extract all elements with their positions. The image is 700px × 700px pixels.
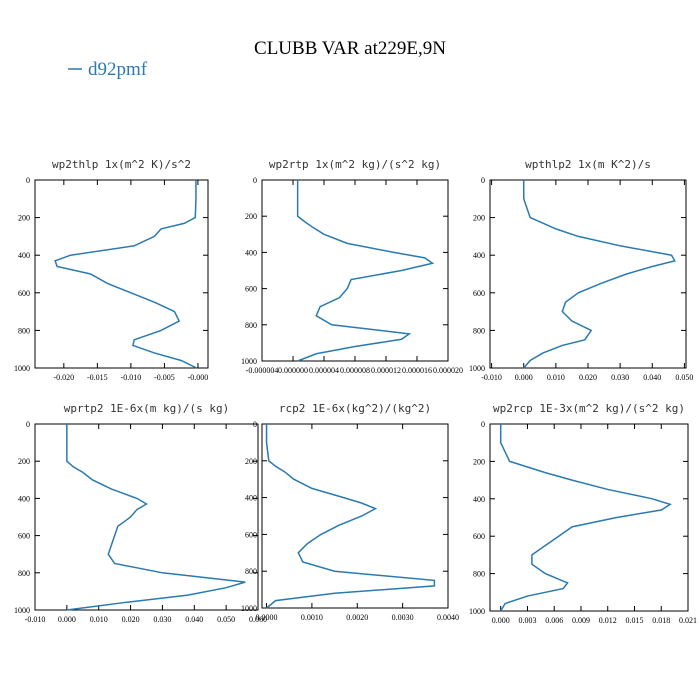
- y-tick-label: 400: [18, 494, 30, 503]
- x-tick-label: -0.010: [481, 373, 502, 382]
- x-tick-label: 0.0020: [346, 613, 368, 622]
- panel-title: rcp2 1E-6x(kg^2)/(kg^2): [279, 402, 431, 415]
- y-tick-label: 0: [253, 176, 257, 185]
- x-tick-label: 0.000004: [309, 366, 339, 375]
- x-tick-label: 0.006: [545, 616, 563, 625]
- y-tick-label: 1000: [241, 604, 257, 613]
- x-tick-label: 0.030: [153, 615, 171, 624]
- y-tick-label: 200: [473, 457, 485, 466]
- x-tick-label: -0.015: [87, 373, 108, 382]
- y-tick-label: 600: [18, 532, 30, 541]
- figure-title: CLUBB VAR at229E,9N: [254, 38, 446, 59]
- x-tick-label: -0.020: [53, 373, 74, 382]
- x-tick-label: 0.012: [599, 616, 617, 625]
- x-tick-label: 0.009: [572, 616, 590, 625]
- y-tick-label: 600: [245, 530, 257, 539]
- y-tick-label: 200: [18, 457, 30, 466]
- panel-title: wpthlp2 1x(m K^2)/s: [525, 158, 651, 171]
- x-tick-label: 0.000020: [433, 366, 463, 375]
- x-tick-label: 0.000: [492, 616, 510, 625]
- y-tick-label: 600: [18, 289, 30, 298]
- x-tick-label: -0.010: [25, 615, 46, 624]
- y-tick-label: 1000: [469, 607, 485, 616]
- x-tick-label: 0.021: [679, 616, 697, 625]
- x-tick-label: 0.040: [185, 615, 203, 624]
- x-tick-label: 0.0040: [437, 613, 459, 622]
- y-tick-label: 400: [245, 494, 257, 503]
- profile-line: [522, 180, 676, 369]
- y-tick-label: 800: [245, 321, 257, 330]
- plot-frame: [261, 179, 449, 362]
- profile-line: [499, 424, 672, 612]
- x-tick-label: -0.000004: [246, 366, 279, 375]
- y-tick-label: 0: [481, 176, 485, 185]
- x-tick-label: 0.020: [122, 615, 140, 624]
- y-tick-label: 200: [245, 212, 257, 221]
- y-tick-label: 800: [245, 567, 257, 576]
- y-tick-label: 400: [245, 248, 257, 257]
- y-tick-label: 0: [253, 420, 257, 429]
- x-tick-label: -0.010: [121, 373, 142, 382]
- y-tick-label: 800: [473, 326, 485, 335]
- x-tick-label: 0.003: [518, 616, 536, 625]
- plot-frame: [489, 179, 687, 369]
- x-tick-label: 0.0010: [301, 613, 323, 622]
- y-tick-label: 800: [18, 569, 30, 578]
- y-tick-label: 1000: [469, 364, 485, 373]
- y-tick-label: 400: [473, 495, 485, 504]
- x-tick-label: 0.000012: [371, 366, 401, 375]
- profile-line: [296, 180, 435, 362]
- panel-title: wprtp2 1E-6x(m kg)/(s kg): [64, 402, 230, 415]
- plot-frame: [261, 423, 449, 609]
- legend-label: d92pmf: [88, 59, 148, 80]
- x-tick-label: 0.015: [625, 616, 643, 625]
- x-tick-label: 0.0000: [256, 613, 278, 622]
- profile-line: [54, 180, 197, 369]
- y-tick-label: 400: [473, 251, 485, 260]
- y-tick-label: 1000: [241, 357, 257, 366]
- x-tick-label: 0.0030: [392, 613, 414, 622]
- plot-frame: [34, 423, 259, 611]
- x-tick-label: 0.060: [249, 615, 267, 624]
- y-tick-label: 0: [481, 420, 485, 429]
- x-tick-label: 0.000: [58, 615, 76, 624]
- y-tick-label: 800: [18, 326, 30, 335]
- plot-frame: [489, 423, 689, 612]
- x-tick-label: 0.000008: [340, 366, 370, 375]
- x-tick-label: 0.010: [90, 615, 108, 624]
- x-tick-label: 0.050: [217, 615, 235, 624]
- y-tick-label: 400: [18, 251, 30, 260]
- x-tick-label: 0.018: [652, 616, 670, 625]
- profile-line: [265, 424, 436, 609]
- panel-title: wp2thlp 1x(m^2 K)/s^2: [52, 158, 191, 171]
- x-tick-label: -0.000: [188, 373, 209, 382]
- y-tick-label: 600: [245, 285, 257, 294]
- y-tick-label: 800: [473, 570, 485, 579]
- y-tick-label: 200: [473, 214, 485, 223]
- y-tick-label: 600: [473, 289, 485, 298]
- y-tick-label: 1000: [14, 364, 30, 373]
- y-tick-label: 1000: [14, 606, 30, 615]
- panel-title: wp2rtp 1x(m^2 kg)/(s^2 kg): [269, 158, 441, 171]
- x-tick-label: 0.050: [675, 373, 693, 382]
- panel-title: wp2rcp 1E-3x(m^2 kg)/(s^2 kg): [493, 402, 685, 415]
- y-tick-label: 200: [18, 214, 30, 223]
- x-tick-label: 0.010: [547, 373, 565, 382]
- x-tick-label: 0.000016: [402, 366, 432, 375]
- plot-frame: [34, 179, 209, 369]
- y-tick-label: 600: [473, 532, 485, 541]
- x-tick-label: 0.030: [611, 373, 629, 382]
- x-tick-label: 0.020: [579, 373, 597, 382]
- y-tick-label: 0: [26, 176, 30, 185]
- x-tick-label: 0.040: [643, 373, 661, 382]
- x-tick-label: -0.005: [154, 373, 175, 382]
- x-tick-label: 0.000: [515, 373, 533, 382]
- x-tick-label: 0.000000: [278, 366, 308, 375]
- y-tick-label: 0: [26, 420, 30, 429]
- y-tick-label: 200: [245, 457, 257, 466]
- profile-line: [66, 424, 246, 611]
